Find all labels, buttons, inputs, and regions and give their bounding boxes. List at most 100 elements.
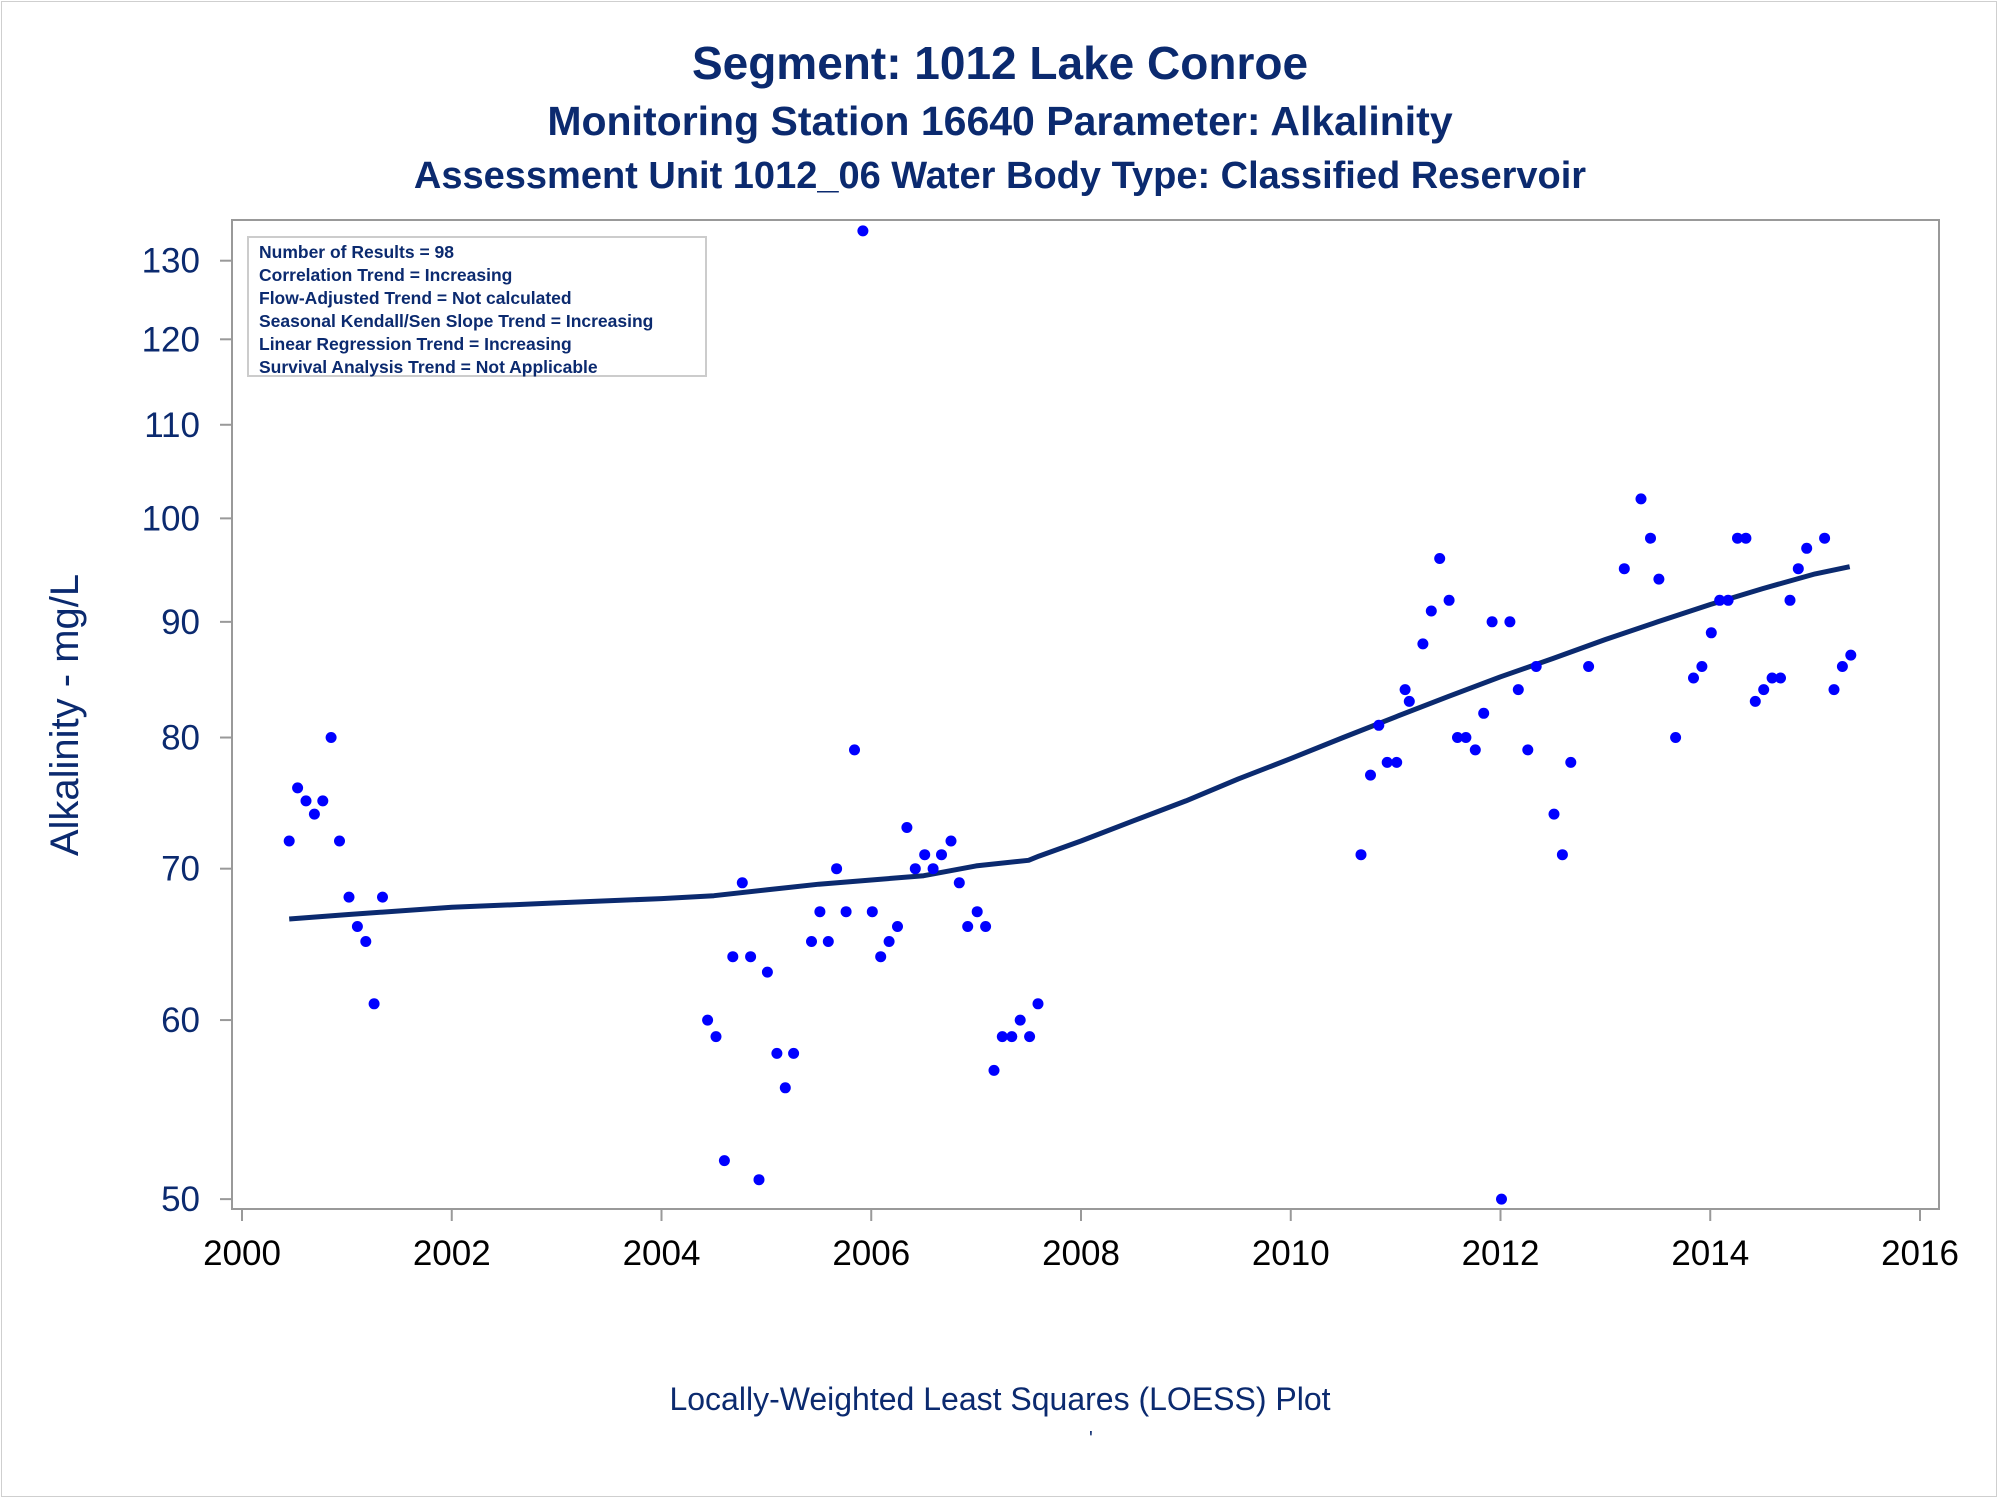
data-point xyxy=(1749,695,1761,707)
data-point xyxy=(1670,732,1682,743)
data-point xyxy=(334,835,345,847)
data-point xyxy=(814,906,826,918)
data-point xyxy=(1565,756,1577,768)
data-point xyxy=(1522,744,1534,756)
y-tick-label: 130 xyxy=(142,242,200,281)
data-point xyxy=(317,795,329,807)
data-point xyxy=(761,966,773,978)
data-point xyxy=(1381,756,1393,768)
data-point xyxy=(1645,532,1656,544)
data-point xyxy=(1373,719,1385,731)
data-point xyxy=(1365,769,1376,781)
stat-number-of-results: Number of Results = 98 xyxy=(259,242,454,262)
stat-flow-adjusted-trend: Flow-Adjusted Trend = Not calculated xyxy=(259,288,572,308)
data-point xyxy=(1635,493,1647,505)
data-point xyxy=(1460,732,1472,743)
data-point xyxy=(919,849,931,861)
data-point xyxy=(1696,661,1708,672)
data-point xyxy=(927,863,939,875)
data-point xyxy=(1417,638,1429,650)
data-point xyxy=(727,951,739,963)
data-point xyxy=(308,808,320,820)
x-tick-label: 2016 xyxy=(1881,1234,1959,1273)
data-point xyxy=(745,951,757,963)
data-point xyxy=(1819,532,1831,544)
x-tick-label: 2004 xyxy=(623,1234,701,1273)
data-point xyxy=(840,906,852,918)
data-point xyxy=(980,921,992,932)
data-point xyxy=(996,1031,1008,1043)
data-point xyxy=(736,877,748,889)
x-tick-label: 2012 xyxy=(1462,1234,1540,1273)
data-point xyxy=(883,936,895,947)
data-point xyxy=(1443,594,1455,606)
chart-subtitle-station: Monitoring Station 16640 Parameter: Alka… xyxy=(547,98,1453,144)
y-tick-label: 60 xyxy=(161,1001,200,1040)
y-tick-label: 90 xyxy=(161,603,200,642)
y-tick-label: 100 xyxy=(142,499,200,538)
data-point xyxy=(1469,744,1481,756)
data-point xyxy=(1496,1193,1507,1205)
data-point xyxy=(1556,849,1568,861)
data-point xyxy=(360,936,372,947)
data-point xyxy=(1024,1031,1036,1043)
x-tick-label: 2002 xyxy=(413,1234,491,1273)
data-point xyxy=(822,936,834,947)
data-point xyxy=(1688,672,1699,684)
data-point xyxy=(1504,616,1516,628)
x-tick-label: 2000 xyxy=(203,1234,281,1273)
data-point xyxy=(377,891,388,903)
data-point xyxy=(325,732,337,743)
data-point xyxy=(1766,672,1778,684)
data-point xyxy=(1801,542,1813,554)
data-point xyxy=(1618,563,1630,575)
data-point xyxy=(1836,661,1848,672)
stat-correlation-trend: Correlation Trend = Increasing xyxy=(259,265,513,285)
data-point xyxy=(849,744,860,756)
data-point xyxy=(953,877,965,889)
data-point xyxy=(368,998,380,1010)
data-point xyxy=(292,782,304,794)
data-point xyxy=(1740,532,1752,544)
data-point xyxy=(971,906,983,918)
data-point xyxy=(1399,684,1411,696)
y-tick-label: 80 xyxy=(161,719,200,758)
chart-subtitle-assessment: Assessment Unit 1012_06 Water Body Type:… xyxy=(413,155,1587,197)
data-point xyxy=(1784,594,1796,606)
loess-footnote: Locally-Weighted Least Squares (LOESS) P… xyxy=(669,1381,1331,1417)
x-tick-label: 2006 xyxy=(832,1234,910,1273)
data-point xyxy=(866,906,878,918)
data-point xyxy=(1486,616,1498,628)
data-point xyxy=(857,225,869,237)
data-point xyxy=(702,1014,714,1026)
data-point xyxy=(351,921,363,932)
data-point xyxy=(901,822,913,833)
data-point xyxy=(875,951,887,963)
data-point xyxy=(1452,732,1463,743)
data-point xyxy=(300,795,312,807)
data-point xyxy=(1845,649,1857,661)
plot-area-border xyxy=(231,219,1940,1210)
data-point xyxy=(892,921,903,932)
data-point xyxy=(1478,707,1490,719)
data-point xyxy=(936,849,947,861)
data-point xyxy=(753,1174,765,1186)
x-tick-label: 2008 xyxy=(1042,1234,1120,1273)
data-point xyxy=(1032,998,1044,1010)
data-point xyxy=(1583,661,1595,672)
footnote-mark: ' xyxy=(1089,1428,1093,1450)
y-tick-label: 120 xyxy=(142,320,200,359)
data-point xyxy=(1391,756,1403,768)
data-point xyxy=(1434,553,1446,564)
data-point xyxy=(283,835,295,847)
data-point xyxy=(1758,684,1770,696)
data-point xyxy=(779,1082,791,1094)
data-point xyxy=(945,835,957,847)
y-tick-label: 50 xyxy=(161,1180,200,1219)
data-point xyxy=(1014,1014,1026,1026)
data-point xyxy=(831,863,843,875)
data-point xyxy=(1512,684,1524,696)
data-point xyxy=(1792,563,1804,575)
data-point xyxy=(1653,573,1665,585)
